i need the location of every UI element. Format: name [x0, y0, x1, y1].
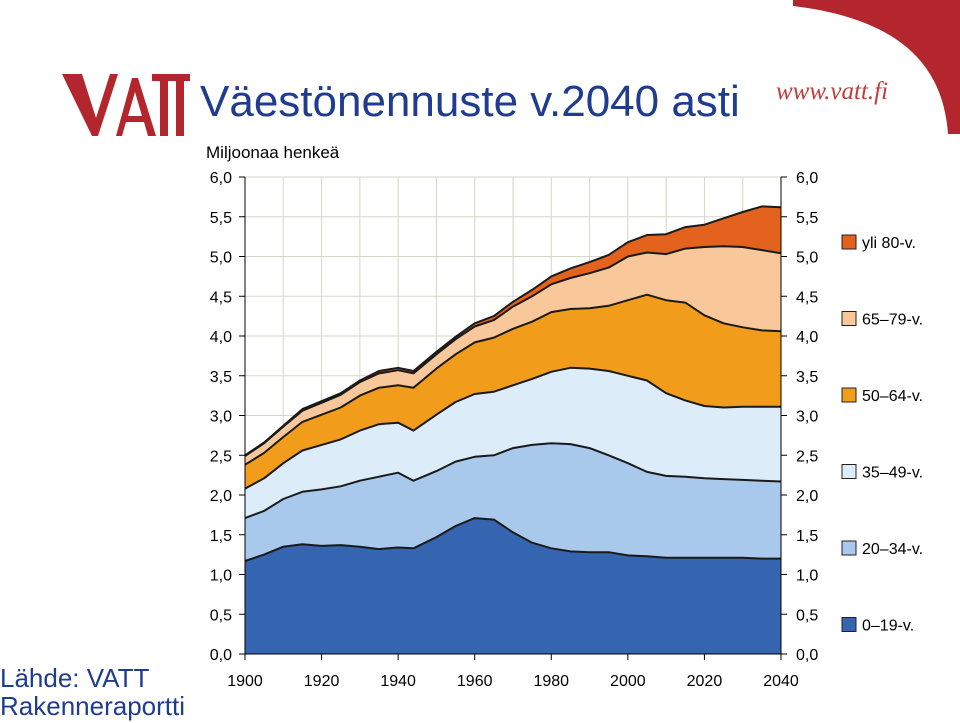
y-tick-label-left: 2,5	[210, 448, 232, 465]
x-tick-label: 1940	[380, 673, 416, 690]
area-outline-5	[244, 205, 782, 457]
page-title: Väestönennuste v.2040 asti	[200, 77, 740, 126]
area-outline-1	[244, 442, 782, 520]
y-tick-label-left: 1,0	[210, 568, 232, 585]
legend-swatch	[841, 311, 857, 326]
x-ticks: 1900 1920 1940 1960 1980 2000 2020 2040	[227, 654, 799, 690]
y-tick-label-left: 1,5	[210, 528, 232, 545]
y-ticks-left: 0,0 0,5 1,0 1,5 2,0 2,5 3,0 3,5 4,0 4,5 5,0 5,5 6,0	[210, 170, 245, 664]
y-tick-label-right: 0,5	[796, 607, 818, 624]
y-axis-title: Miljoonaa henkeä	[206, 143, 340, 162]
y-tick-label-left: 3,5	[210, 369, 232, 386]
y-tick-label-left: 5,0	[210, 250, 232, 267]
legend-swatch	[841, 617, 857, 632]
y-tick-label-right: 5,0	[796, 250, 818, 267]
legend-label: 35–49-v.	[862, 465, 923, 482]
y-tick-label-right: 4,5	[796, 289, 818, 306]
y-ticks-right: 0,0 0,5 1,0 1,5 2,0 2,5 3,0 3,5 4,0 4,5 5,0 5,5 6,0	[781, 170, 818, 664]
website-url[interactable]: www.vatt.fi	[776, 78, 889, 105]
y-tick-label-right: 1,5	[796, 528, 818, 545]
y-tick-label-right: 5,5	[796, 210, 818, 227]
source-line-1: Lähde: VATT	[0, 663, 150, 693]
legend-label: 20–34-v.	[862, 541, 923, 558]
legend-swatch	[841, 540, 857, 556]
y-tick-label-left: 0,0	[210, 647, 232, 664]
area-4	[245, 246, 781, 465]
y-tick-label-left: 3,0	[210, 409, 232, 426]
x-tick-label: 1900	[227, 673, 263, 690]
x-tick-label: 1980	[533, 673, 569, 690]
x-tick-label: 1920	[304, 673, 340, 690]
source-line-2: Rakenneraportti	[0, 691, 185, 721]
legend-label: 0–19-v.	[862, 618, 914, 635]
x-tick-label: 2040	[763, 673, 799, 690]
area-outline-3	[244, 293, 782, 466]
corner-decoration	[793, 0, 960, 134]
x-tick-label: 1960	[457, 673, 493, 690]
legend-swatch	[841, 234, 857, 250]
y-tick-label-right: 4,0	[796, 329, 818, 346]
legend-label: 50–64-v.	[862, 388, 923, 405]
y-tick-label-left: 5,5	[210, 210, 232, 227]
y-tick-label-left: 2,0	[210, 488, 232, 505]
area-outline-2	[244, 366, 781, 490]
area-outlines	[244, 205, 782, 562]
y-tick-label-right: 3,5	[796, 369, 818, 386]
area-2	[245, 367, 781, 519]
y-tick-label-left: 4,0	[210, 329, 232, 346]
legend-swatch	[841, 464, 857, 479]
legend-label: 65–79-v.	[862, 312, 923, 329]
vatt-logo	[62, 74, 190, 136]
y-tick-label-right: 2,0	[796, 488, 818, 505]
source-note: Lähde: VATT Rakenneraportti	[0, 664, 185, 720]
area-5	[245, 206, 781, 456]
x-tick-label: 2000	[610, 673, 646, 690]
legend-swatch	[841, 387, 857, 403]
x-tick-label: 2020	[687, 673, 723, 690]
y-tick-label-left: 6,0	[210, 170, 232, 187]
y-tick-label-right: 6,0	[796, 170, 818, 187]
y-tick-label-right: 2,5	[796, 448, 818, 465]
area-3	[245, 294, 781, 489]
y-tick-label-right: 1,0	[796, 568, 818, 585]
y-tick-label-right: 0,0	[796, 647, 818, 664]
legend-label: yli 80-v.	[862, 235, 916, 252]
area-outline-0	[244, 517, 781, 562]
area-outline-4	[244, 245, 782, 457]
y-tick-label-left: 4,5	[210, 289, 232, 306]
y-tick-label-right: 3,0	[796, 409, 818, 426]
y-tick-label-left: 0,5	[210, 607, 232, 624]
area-0	[245, 518, 781, 654]
legend: yli 80-v. 65–79-v. 50–64-v. 35–49-v. 20–34-v…	[841, 234, 923, 635]
